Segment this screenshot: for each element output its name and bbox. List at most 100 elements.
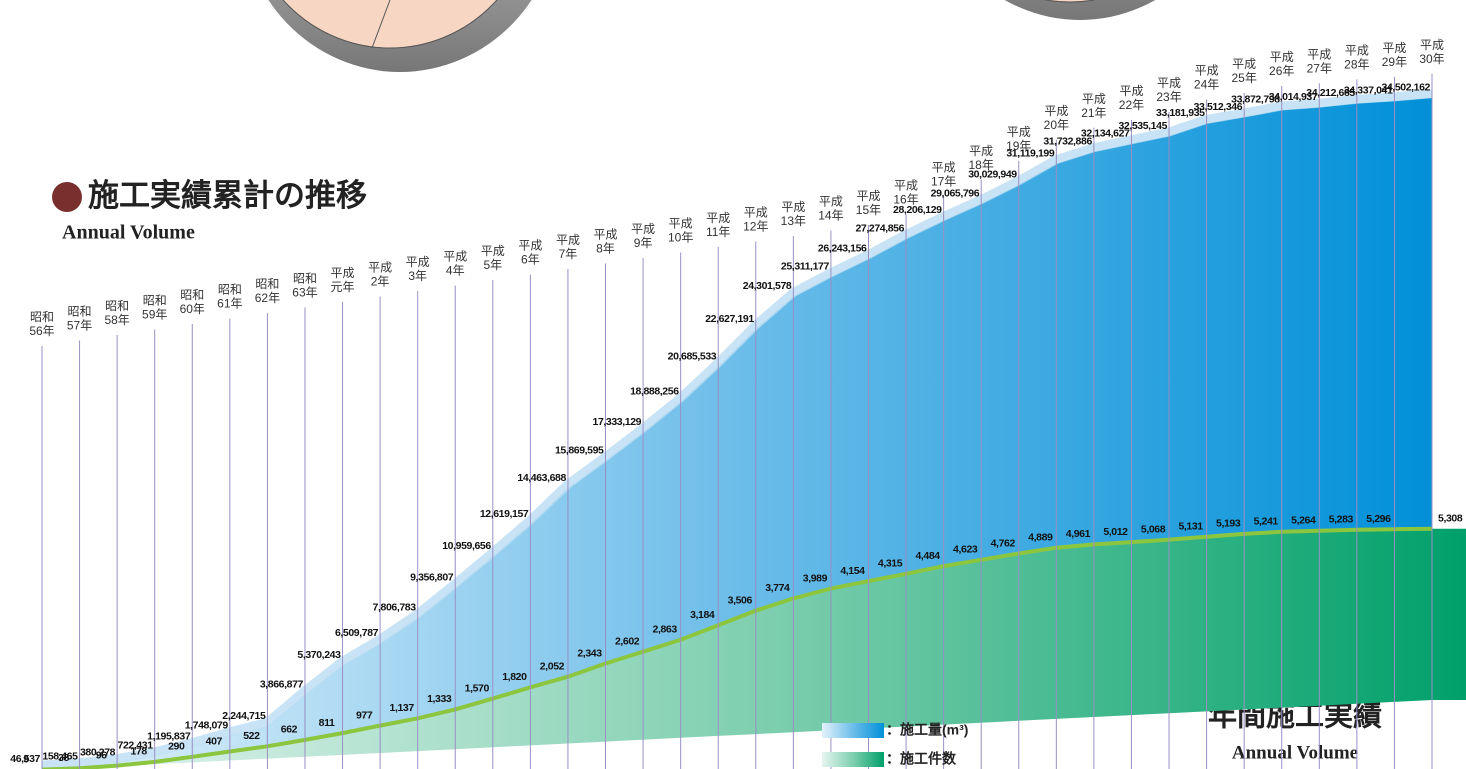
- x-tick-label: 平成: [631, 222, 655, 236]
- x-tick-label: 平成: [1119, 84, 1143, 98]
- x-tick-label: 平成: [443, 250, 467, 264]
- value-label: 1,137: [390, 702, 415, 714]
- value-label: 34,212,685: [1306, 87, 1355, 99]
- x-tick-label: 平成: [744, 206, 768, 220]
- value-label: 7,806,783: [373, 602, 417, 614]
- x-tick-label: 昭和: [293, 272, 317, 286]
- value-label: 1,820: [502, 671, 527, 683]
- value-label: 26,243,156: [818, 242, 867, 254]
- x-tick-label: 62年: [255, 291, 280, 305]
- x-tick-label: 昭和: [30, 310, 54, 324]
- value-label: 2,244,715: [222, 710, 266, 722]
- x-tick-label: 平成: [706, 211, 730, 225]
- value-label: 811: [319, 717, 335, 729]
- value-label: 33,872,798: [1231, 94, 1280, 106]
- legend-label: ：施工件数: [886, 751, 957, 767]
- x-tick-label: 30年: [1419, 52, 1444, 66]
- x-tick-label: 59年: [142, 308, 167, 322]
- value-label: 30,029,949: [968, 169, 1017, 181]
- value-label: 12,619,157: [480, 508, 529, 520]
- value-label: 5,131: [1178, 520, 1203, 532]
- value-label: 31,732,886: [1043, 135, 1092, 147]
- x-tick-label: 7年: [559, 247, 578, 261]
- value-label: 46,537: [10, 753, 40, 765]
- x-tick-label: 15年: [856, 203, 881, 217]
- x-tick-label: 3年: [408, 269, 427, 283]
- value-label: 18,888,256: [630, 386, 679, 398]
- value-label: 4,623: [953, 544, 978, 556]
- value-label: 14,463,688: [517, 472, 566, 484]
- value-label: 32,535,145: [1118, 120, 1167, 132]
- x-tick-label: 11年: [706, 225, 730, 239]
- value-label: 5,193: [1216, 518, 1241, 530]
- chart-subtitle: Annual Volume: [62, 222, 195, 244]
- value-label: 522: [243, 730, 260, 742]
- x-tick-label: 昭和: [218, 283, 242, 297]
- value-label: 5,264: [1291, 514, 1316, 526]
- x-tick-label: 8年: [596, 242, 615, 256]
- value-label: 4,961: [1066, 528, 1091, 540]
- value-label: 4,889: [1028, 531, 1053, 543]
- x-tick-label: 2年: [371, 275, 390, 289]
- x-tick-label: 平成: [669, 217, 693, 231]
- value-label: 2,863: [653, 624, 678, 636]
- x-tick-label: 平成: [1157, 76, 1181, 90]
- value-label: 4,484: [915, 550, 940, 562]
- value-label: 9,356,807: [410, 571, 454, 583]
- x-tick-label: 昭和: [143, 294, 167, 308]
- value-label: 34,337,041: [1344, 85, 1393, 97]
- x-tick-label: 26年: [1269, 64, 1294, 78]
- value-label: 722,431: [118, 740, 154, 752]
- value-label: 4,315: [878, 558, 903, 570]
- area-line: [41, 89, 1433, 769]
- value-label: 1,195,837: [147, 730, 191, 742]
- value-label: 33,181,935: [1156, 107, 1205, 119]
- x-tick-label: 平成: [856, 189, 880, 203]
- x-tick-label: 平成: [781, 200, 805, 214]
- x-tick-label: 13年: [781, 214, 806, 228]
- x-tick-label: 平成: [1082, 92, 1106, 106]
- value-label: 9: [23, 753, 29, 765]
- x-tick-label: 27年: [1307, 61, 1332, 75]
- x-tick-label: 9年: [634, 236, 653, 250]
- x-tick-label: 61年: [217, 297, 242, 311]
- x-tick-label: 平成: [1420, 38, 1444, 52]
- x-tick-label: 20年: [1044, 118, 1069, 132]
- x-tick-label: 平成: [1270, 50, 1294, 64]
- legend-swatch: [822, 723, 884, 738]
- x-tick-label: 6年: [521, 253, 540, 267]
- value-label: 407: [206, 735, 223, 747]
- value-label: 5,283: [1329, 514, 1354, 526]
- x-tick-label: 平成: [894, 179, 918, 193]
- value-label: 5,241: [1254, 515, 1279, 527]
- x-tick-label: 平成: [594, 228, 618, 242]
- x-tick-label: 平成: [1345, 44, 1369, 58]
- x-tick-label: 60年: [180, 302, 205, 316]
- x-tick-label: 63年: [292, 286, 317, 300]
- value-label: 4,154: [840, 565, 865, 577]
- x-tick-label: 平成: [1195, 64, 1219, 78]
- x-tick-label: 18年: [969, 158, 994, 172]
- x-tick-label: 21年: [1081, 106, 1106, 120]
- value-label: 27,274,856: [855, 222, 904, 234]
- x-tick-label: 16年: [893, 193, 918, 207]
- x-tick-label: 4年: [446, 264, 465, 278]
- x-tick-label: 22年: [1119, 98, 1144, 112]
- value-label: 34,014,937: [1269, 91, 1318, 103]
- value-label: 977: [356, 709, 373, 721]
- value-label: 10,959,656: [442, 540, 491, 552]
- value-label: 5,370,243: [297, 649, 341, 661]
- value-label: 24,301,578: [743, 280, 792, 292]
- value-label: 22,627,191: [705, 313, 754, 325]
- value-label: 290: [168, 741, 185, 753]
- value-label: 2,343: [577, 647, 602, 659]
- x-tick-label: 25年: [1231, 71, 1256, 85]
- x-tick-label: 平成: [1044, 104, 1068, 118]
- value-label: 29,065,796: [931, 187, 980, 199]
- x-tick-label: 平成: [969, 144, 993, 158]
- x-tick-label: 昭和: [105, 299, 129, 313]
- annotation-sub: Annual Volume: [1232, 742, 1358, 763]
- value-label: 3,866,877: [260, 678, 304, 690]
- x-tick-label: 10年: [668, 231, 693, 245]
- value-label: 34,502,162: [1381, 81, 1430, 93]
